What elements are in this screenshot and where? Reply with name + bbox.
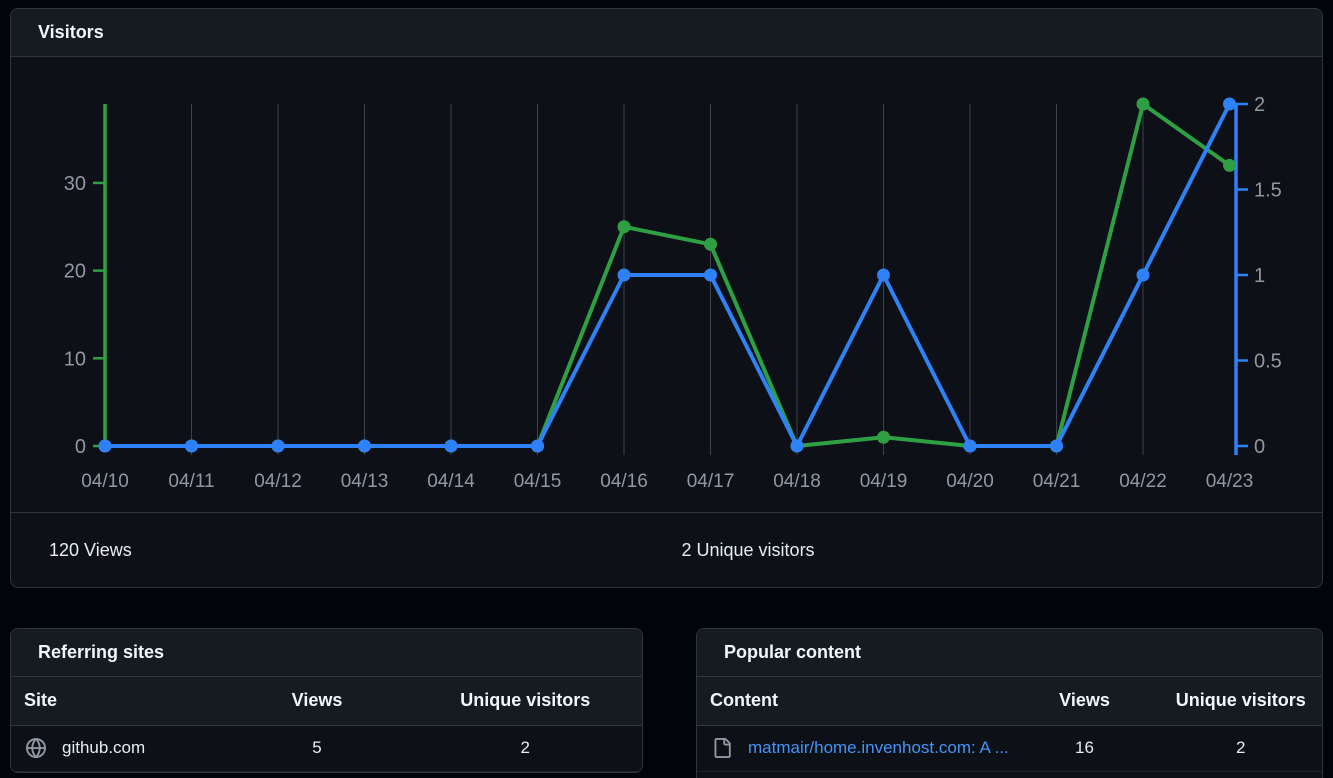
views-point — [1136, 97, 1150, 111]
x-axis-tick-label: 04/12 — [254, 471, 302, 492]
referring-site-unique: 2 — [408, 725, 642, 772]
file-icon — [712, 738, 732, 758]
visitors-card-header: Visitors — [11, 9, 1322, 57]
popular-content-card: Popular content Content Views Unique vis… — [696, 628, 1323, 778]
referring-sites-table: Site Views Unique visitors github.com — [11, 677, 642, 772]
chart-gridlines — [191, 104, 1144, 455]
table-row: matmair/home.invenhost.com: A ... 16 2 — [697, 725, 1322, 772]
x-axis-tick-label: 04/15 — [514, 471, 562, 492]
views-point — [704, 237, 717, 251]
x-axis-tick-label: 04/22 — [1119, 471, 1167, 492]
column-header-content: Content — [697, 677, 1010, 726]
referring-site-name: github.com — [62, 738, 146, 757]
views-point — [877, 430, 890, 444]
right-axis-tick-label: 1.5 — [1254, 180, 1282, 202]
right-axis-unique-visitors: 0 0.5 1 1.5 2 — [1234, 94, 1282, 458]
popular-content-table: Content Views Unique visitors matmair/ho… — [697, 677, 1322, 772]
views-point — [1223, 158, 1236, 172]
unique-visitors-point — [358, 439, 371, 453]
right-axis-tick-label: 0.5 — [1254, 351, 1282, 373]
unique-visitors-point — [617, 268, 631, 282]
table-header-row: Site Views Unique visitors — [11, 677, 642, 726]
unique-visitors-point — [1050, 439, 1063, 453]
referring-site-views: 5 — [225, 725, 409, 772]
referring-sites-card: Referring sites Site Views Unique visito… — [10, 628, 643, 773]
unique-visitors-point — [963, 439, 977, 453]
unique-visitors-point — [185, 439, 198, 453]
column-header-views: Views — [1009, 677, 1160, 726]
left-axis-tick-label: 10 — [64, 348, 86, 370]
column-header-views: Views — [225, 677, 409, 726]
x-axis-tick-label: 04/18 — [773, 471, 821, 492]
referring-sites-title: Referring sites — [38, 642, 165, 662]
x-axis-tick-label: 04/13 — [341, 471, 389, 492]
referring-sites-header: Referring sites — [11, 629, 642, 677]
visitors-summary-footer: 120 Views 2 Unique visitors — [11, 512, 1322, 587]
unique-visitors-point — [790, 439, 804, 453]
right-axis-tick-label: 1 — [1254, 265, 1265, 287]
left-axis-tick-label: 0 — [75, 436, 86, 458]
x-axis-tick-label: 04/14 — [427, 471, 475, 492]
table-header-row: Content Views Unique visitors — [697, 677, 1322, 726]
x-axis-tick-label: 04/10 — [81, 471, 129, 492]
x-axis-tick-label: 04/19 — [860, 471, 908, 492]
total-views-label: 120 Views — [49, 539, 132, 560]
popular-content-views: 16 — [1009, 725, 1160, 772]
x-axis-tick-label: 04/21 — [1033, 471, 1081, 492]
left-axis-views: 0 10 20 30 — [64, 104, 107, 458]
right-axis-tick-label: 0 — [1254, 436, 1265, 458]
column-header-unique: Unique visitors — [1159, 677, 1322, 726]
x-axis-tick-label: 04/23 — [1206, 471, 1254, 492]
table-row: github.com 5 2 — [11, 725, 642, 772]
popular-content-header: Popular content — [697, 629, 1322, 677]
visitors-card: Visitors 0 10 20 30 0 0.5 1 1.5 2 04/10 04/11 04/12… — [10, 8, 1323, 588]
x-axis-tick-label: 04/11 — [168, 471, 214, 492]
left-axis-tick-label: 20 — [64, 261, 86, 283]
x-axis-date-labels: 04/10 04/11 04/12 04/13 04/14 04/15 04/16 04/17… — [81, 471, 1253, 492]
unique-visitors-point — [1223, 97, 1236, 111]
x-axis-tick-label: 04/16 — [600, 471, 648, 492]
column-header-site: Site — [11, 677, 226, 726]
visitors-chart-region: 0 10 20 30 0 0.5 1 1.5 2 04/10 04/11 04/12 04/13 04/1… — [11, 57, 1322, 512]
column-header-unique: Unique visitors — [408, 677, 642, 726]
x-axis-tick-label: 04/20 — [946, 471, 994, 492]
unique-visitors-line — [103, 102, 1232, 448]
visitors-title: Visitors — [38, 22, 104, 42]
unique-visitors-series — [98, 97, 1236, 453]
left-axis-tick-label: 30 — [64, 173, 86, 195]
x-axis-tick-label: 04/17 — [687, 471, 735, 492]
unique-visitors-point — [98, 439, 112, 453]
unique-visitors-point — [271, 439, 285, 453]
unique-visitors-point — [531, 439, 544, 453]
popular-content-link[interactable]: matmair/home.invenhost.com: A ... — [748, 738, 1009, 757]
total-unique-visitors-label: 2 Unique visitors — [681, 539, 815, 560]
unique-visitors-point — [444, 439, 458, 453]
popular-content-title: Popular content — [724, 642, 862, 662]
views-point — [617, 220, 631, 234]
globe-icon — [26, 738, 46, 758]
popular-content-unique: 2 — [1159, 725, 1322, 772]
right-axis-tick-label: 2 — [1254, 94, 1265, 116]
unique-visitors-point — [1136, 268, 1150, 282]
unique-visitors-point — [877, 268, 890, 282]
unique-visitors-point — [704, 268, 717, 282]
